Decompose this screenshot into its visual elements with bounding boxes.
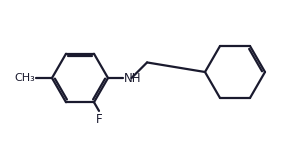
Text: NH: NH — [124, 72, 141, 84]
Text: CH₃: CH₃ — [15, 73, 35, 83]
Text: F: F — [96, 113, 102, 126]
